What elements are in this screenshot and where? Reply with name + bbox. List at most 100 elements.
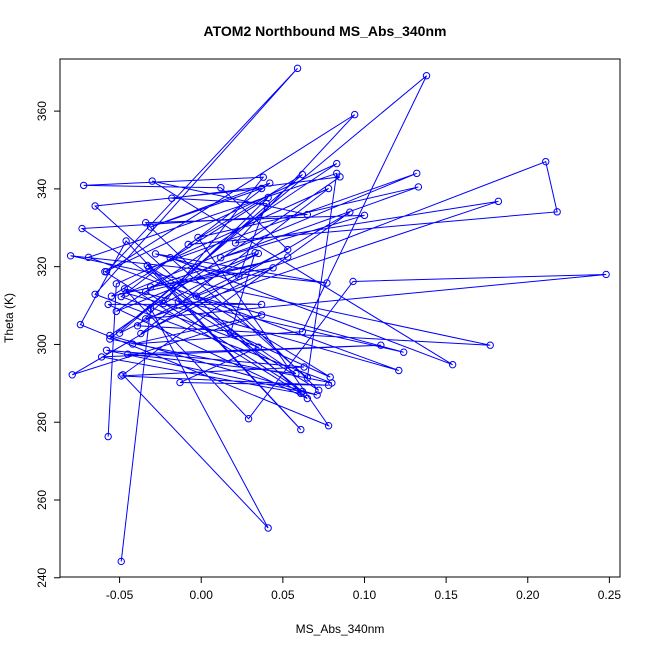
data-point xyxy=(324,422,333,430)
data-point xyxy=(119,371,127,379)
data-point xyxy=(91,290,99,298)
y-tick-label: 280 xyxy=(35,412,49,432)
y-tick-label: 320 xyxy=(35,256,49,276)
data-point xyxy=(377,341,385,349)
data-point xyxy=(251,248,259,257)
data-point xyxy=(120,285,129,293)
data-point xyxy=(284,253,292,261)
data-point xyxy=(259,173,267,181)
data-point xyxy=(413,169,421,178)
y-axis: 240 260 280 300 320 340 360 xyxy=(35,101,61,588)
data-point xyxy=(346,208,354,216)
data-point xyxy=(148,177,156,185)
y-tick-label: 360 xyxy=(35,101,49,121)
data-point xyxy=(84,253,93,262)
data-point xyxy=(303,210,312,219)
data-point xyxy=(68,371,76,379)
plot-frame xyxy=(59,58,621,578)
data-point xyxy=(107,292,116,300)
data-point xyxy=(117,292,125,301)
data-point xyxy=(298,387,307,396)
data-point xyxy=(176,378,184,387)
x-tick-label: 0.25 xyxy=(598,588,622,602)
data-point xyxy=(542,157,550,166)
data-point xyxy=(399,348,408,356)
x-tick-label: 0.10 xyxy=(353,588,377,602)
data-point xyxy=(293,64,302,73)
data-point xyxy=(349,277,357,286)
data-point xyxy=(350,110,359,119)
data-point xyxy=(298,327,307,336)
data-point xyxy=(76,320,85,329)
data-point xyxy=(91,202,99,210)
data-point xyxy=(266,179,274,187)
data-point xyxy=(303,374,312,382)
data-point xyxy=(168,194,176,202)
x-axis-label: MS_Abs_340nm xyxy=(296,622,385,636)
chart-title: ATOM2 Northbound MS_Abs_340nm xyxy=(204,23,447,39)
data-point xyxy=(146,304,155,312)
data-point xyxy=(486,341,494,349)
data-point xyxy=(112,307,121,316)
data-point xyxy=(104,300,112,309)
data-point xyxy=(264,524,272,532)
data-point xyxy=(257,300,266,309)
data-point xyxy=(97,353,106,361)
data-point xyxy=(122,289,130,297)
data-point xyxy=(264,193,272,202)
data-point xyxy=(101,268,109,276)
data-point xyxy=(324,184,333,193)
series-line xyxy=(70,67,607,562)
data-point xyxy=(133,322,142,330)
data-point xyxy=(124,350,132,358)
data-point xyxy=(602,270,610,279)
data-point xyxy=(292,369,300,378)
data-point xyxy=(257,184,266,193)
data-point xyxy=(336,173,344,181)
data-point xyxy=(184,240,192,249)
y-tick-label: 340 xyxy=(35,179,49,199)
data-point xyxy=(166,254,174,262)
data-point xyxy=(323,279,331,287)
data-point xyxy=(297,425,305,434)
data-point xyxy=(66,252,75,260)
data-point xyxy=(104,432,112,441)
data-point xyxy=(174,297,183,306)
data-point xyxy=(151,250,160,258)
data-point xyxy=(117,557,125,566)
data-point xyxy=(106,335,114,343)
x-tick-label: 0.00 xyxy=(190,588,214,602)
data-point xyxy=(142,287,150,296)
data-point xyxy=(300,363,308,371)
data-point xyxy=(112,280,121,288)
data-point xyxy=(324,381,333,389)
data-point xyxy=(244,415,253,423)
data-point xyxy=(254,249,263,258)
x-tick-label: 0.15 xyxy=(434,588,458,602)
data-point xyxy=(298,170,307,179)
data-point xyxy=(143,261,152,270)
data-point xyxy=(194,233,202,242)
data-point xyxy=(78,224,86,233)
data-point xyxy=(159,299,168,308)
x-tick-label: -0.05 xyxy=(106,588,134,602)
data-point xyxy=(192,292,201,300)
data-point xyxy=(217,254,225,262)
y-tick-label: 260 xyxy=(35,490,49,510)
data-point xyxy=(137,329,145,338)
data-point xyxy=(303,394,312,403)
data-point xyxy=(106,331,114,340)
data-point xyxy=(284,245,292,254)
data-point xyxy=(146,223,155,231)
data-point xyxy=(217,184,225,192)
data-point xyxy=(494,197,503,206)
data-point xyxy=(422,72,431,80)
data-point xyxy=(553,208,561,216)
data-point xyxy=(395,366,403,375)
data-point xyxy=(226,328,235,337)
data-point xyxy=(117,372,125,380)
data-point xyxy=(269,264,277,272)
data-point xyxy=(360,211,369,220)
data-point xyxy=(448,360,457,369)
